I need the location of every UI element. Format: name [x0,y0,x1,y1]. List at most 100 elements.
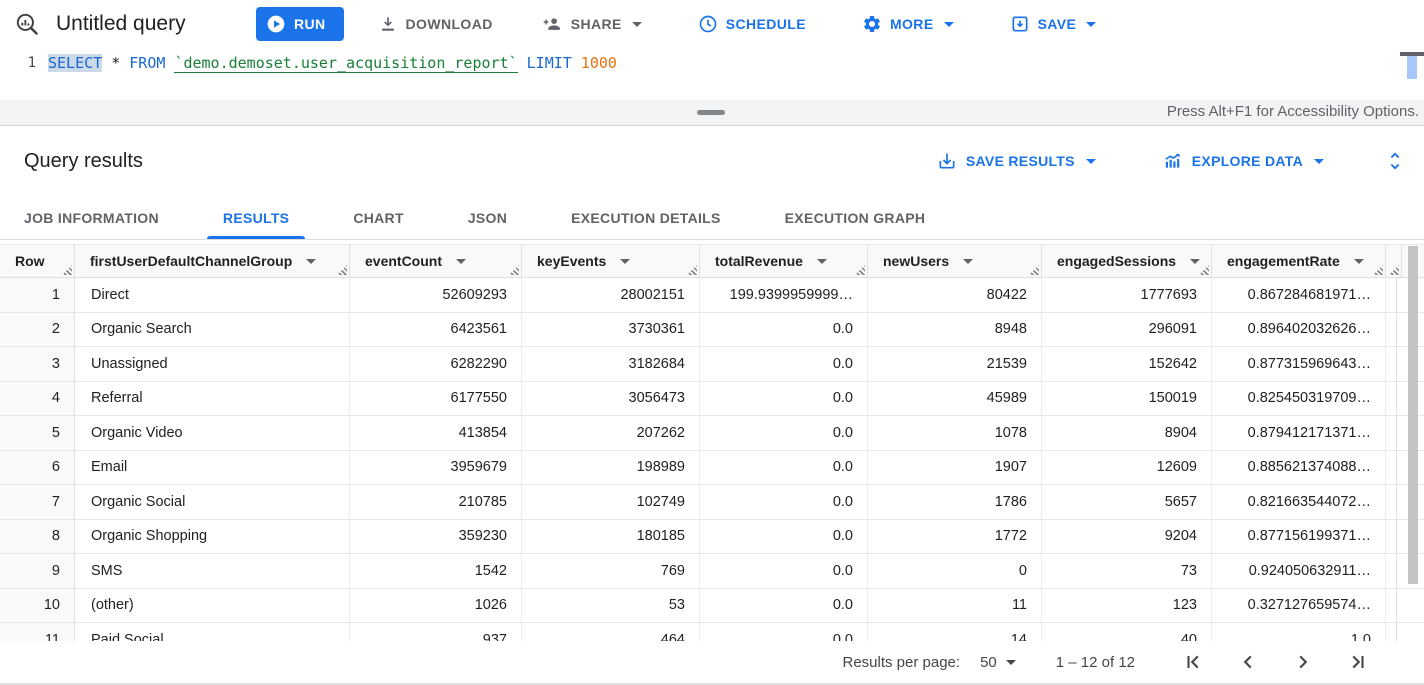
schedule-button[interactable]: SCHEDULE [692,13,812,35]
total-revenue-cell: 0.0 [700,347,868,381]
gear-icon [862,14,882,34]
row-number-cell: 11 [0,623,75,641]
column-menu-caret-icon[interactable] [963,259,973,264]
column-header-engagedsessions[interactable]: engagedSessions [1042,245,1212,277]
sql-code-line[interactable]: SELECT * FROM `demo.demoset.user_acquisi… [48,48,617,100]
save-results-button[interactable]: SAVE RESULTS [931,150,1102,172]
engaged-sessions-cell: 12609 [1042,451,1212,485]
new-users-cell: 1772 [868,520,1042,554]
editor-scrollbar-thumb[interactable] [1407,56,1417,79]
column-menu-caret-icon[interactable] [306,259,316,264]
event-count-cell: 3959679 [350,451,522,485]
key-events-cell: 3056473 [522,382,700,416]
column-resize-handle[interactable] [62,265,72,275]
column-header-eventcount[interactable]: eventCount [350,245,522,277]
engagement-rate-cell: 0.924050632911… [1212,554,1386,588]
total-revenue-cell: 0.0 [700,520,868,554]
table-header-row: Row firstUserDefaultChannelGroup eventCo… [0,244,1424,278]
filler-cell [1386,485,1397,519]
sql-table-reference-link[interactable]: `demo.demoset.user_acquisition_report` [174,54,517,73]
engagement-rate-cell: 0.877156199371… [1212,520,1386,554]
column-label: engagedSessions [1057,253,1176,269]
column-header-keyevents[interactable]: keyEvents [522,245,700,277]
tab-execution-details[interactable]: EXECUTION DETAILS [555,196,737,239]
filler-cell [1386,382,1397,416]
clock-icon [698,14,718,34]
tab-job-information[interactable]: JOB INFORMATION [8,196,175,239]
engagement-rate-cell: 0.879412171371… [1212,416,1386,450]
first-page-button[interactable] [1181,650,1205,674]
last-page-button[interactable] [1346,650,1370,674]
column-resize-handle[interactable] [1389,265,1399,275]
column-resize-handle[interactable] [687,265,697,275]
channel-group-cell: Direct [75,278,350,312]
previous-page-button[interactable] [1236,650,1260,674]
event-count-cell: 359230 [350,520,522,554]
column-label: Row [15,253,45,269]
more-button[interactable]: MORE [856,13,960,35]
expand-collapse-results-button[interactable] [1384,149,1406,173]
new-users-cell: 11 [868,589,1042,623]
tab-execution-graph[interactable]: EXECUTION GRAPH [769,196,942,239]
first-page-icon [1181,650,1205,674]
column-resize-handle[interactable] [337,265,347,275]
save-button[interactable]: SAVE [1004,13,1103,35]
tab-results[interactable]: RESULTS [207,196,305,239]
new-users-cell: 0 [868,554,1042,588]
column-header-totalrevenue[interactable]: totalRevenue [700,245,868,277]
table-row: 11 Paid Social 937 464 0.0 14 40 1.0 [0,623,1424,641]
run-button[interactable]: RUN [256,7,344,41]
row-number-cell: 9 [0,554,75,588]
person-add-icon [541,14,563,34]
key-events-cell: 102749 [522,485,700,519]
table-scrollbar-thumb[interactable] [1408,246,1418,584]
column-resize-handle[interactable] [1373,265,1383,275]
table-row: 9 SMS 1542 769 0.0 0 73 0.924050632911… [0,554,1424,589]
channel-group-cell: SMS [75,554,350,588]
column-resize-handle[interactable] [1199,265,1209,275]
column-label: eventCount [365,253,442,269]
column-header-newusers[interactable]: newUsers [868,245,1042,277]
channel-group-cell: Unassigned [75,347,350,381]
total-revenue-cell: 0.0 [700,382,868,416]
engagement-rate-cell: 0.877315969643… [1212,347,1386,381]
filler-cell [1386,554,1397,588]
download-label: DOWNLOAD [406,16,493,32]
row-number-cell: 2 [0,313,75,347]
sql-limit-value: 1000 [581,54,617,72]
channel-group-cell: Organic Shopping [75,520,350,554]
channel-group-cell: Organic Search [75,313,350,347]
column-header-firstuserdefaultchannelgroup[interactable]: firstUserDefaultChannelGroup [75,245,350,277]
divider-drag-handle[interactable] [697,110,725,115]
total-revenue-cell: 0.0 [700,451,868,485]
engagement-rate-cell: 1.0 [1212,623,1386,641]
column-menu-caret-icon[interactable] [620,259,630,264]
event-count-cell: 937 [350,623,522,641]
next-page-button[interactable] [1291,650,1315,674]
total-revenue-cell: 199.9399959999… [700,278,868,312]
tab-chart[interactable]: CHART [337,196,420,239]
column-resize-handle[interactable] [1029,265,1039,275]
column-header-row[interactable]: Row [0,245,75,277]
column-header-engagementrate[interactable]: engagementRate [1212,245,1386,277]
event-count-cell: 210785 [350,485,522,519]
total-revenue-cell: 0.0 [700,313,868,347]
row-number-cell: 7 [0,485,75,519]
column-menu-caret-icon[interactable] [817,259,827,264]
column-menu-caret-icon[interactable] [1354,259,1364,264]
column-menu-caret-icon[interactable] [456,259,466,264]
explore-data-button[interactable]: EXPLORE DATA [1156,150,1330,172]
column-resize-handle[interactable] [509,265,519,275]
download-button[interactable]: DOWNLOAD [372,13,499,35]
save-icon [1010,14,1030,34]
table-row: 4 Referral 6177550 3056473 0.0 45989 150… [0,382,1424,417]
engaged-sessions-cell: 40 [1042,623,1212,641]
tab-json[interactable]: JSON [452,196,523,239]
channel-group-cell: Email [75,451,350,485]
page-size-caret-icon [1006,660,1016,665]
column-resize-handle[interactable] [855,265,865,275]
page-size-dropdown[interactable]: 50 [980,654,1016,671]
engaged-sessions-cell: 152642 [1042,347,1212,381]
column-menu-caret-icon[interactable] [1190,259,1200,264]
share-button[interactable]: SHARE [535,13,648,35]
